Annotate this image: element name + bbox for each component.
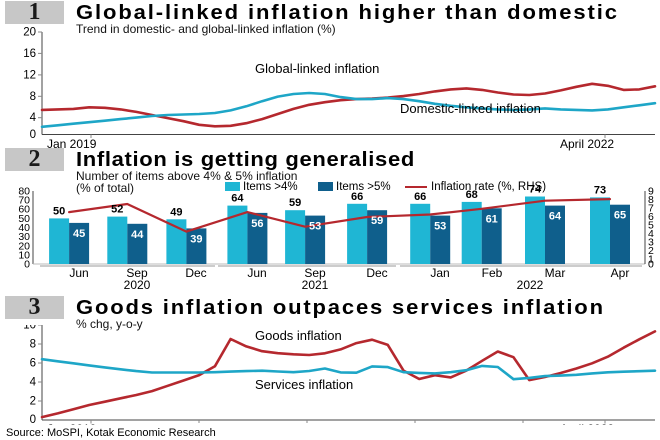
svg-text:59: 59: [289, 197, 301, 209]
svg-text:4: 4: [30, 377, 37, 389]
svg-text:Feb: Feb: [482, 266, 503, 280]
svg-text:6: 6: [30, 358, 36, 370]
svg-text:Domestic-linked inflation: Domestic-linked inflation: [400, 101, 541, 116]
svg-text:12: 12: [23, 69, 36, 81]
svg-text:4: 4: [30, 112, 37, 124]
svg-text:8: 8: [30, 339, 36, 351]
svg-text:44: 44: [131, 229, 144, 241]
svg-text:Inflation rate (%, RHS): Inflation rate (%, RHS): [431, 181, 546, 193]
svg-text:2020: 2020: [124, 278, 151, 289]
svg-text:66: 66: [414, 191, 426, 203]
svg-text:49: 49: [170, 206, 182, 218]
svg-text:39: 39: [190, 233, 202, 245]
svg-text:45: 45: [73, 228, 85, 240]
svg-text:April 2022: April 2022: [560, 422, 614, 425]
svg-text:10: 10: [23, 325, 36, 332]
svg-text:2021: 2021: [302, 278, 329, 289]
svg-text:16: 16: [23, 48, 36, 60]
svg-text:56: 56: [251, 218, 263, 230]
svg-text:0: 0: [30, 414, 36, 425]
svg-text:Mar: Mar: [545, 266, 566, 280]
svg-text:8: 8: [30, 91, 36, 103]
svg-text:Global-linked inflation: Global-linked inflation: [255, 61, 379, 76]
svg-text:73: 73: [594, 184, 606, 196]
svg-text:65: 65: [614, 210, 626, 222]
svg-text:0: 0: [30, 129, 36, 141]
svg-text:Items >4%: Items >4%: [243, 181, 298, 193]
svg-text:61: 61: [486, 213, 498, 225]
svg-text:50: 50: [53, 205, 65, 217]
svg-text:0: 0: [648, 259, 654, 271]
svg-text:2022: 2022: [517, 278, 544, 289]
svg-text:Jan 2019: Jan 2019: [47, 422, 97, 425]
svg-text:Apr: Apr: [611, 266, 630, 280]
svg-text:0: 0: [24, 259, 30, 271]
svg-text:April 2022: April 2022: [560, 137, 614, 151]
svg-text:Dec: Dec: [185, 266, 206, 280]
svg-text:59: 59: [371, 215, 383, 227]
svg-text:53: 53: [309, 221, 321, 233]
svg-text:Services inflation: Services inflation: [255, 377, 353, 392]
svg-text:Dec: Dec: [366, 266, 387, 280]
svg-text:2: 2: [30, 396, 36, 408]
svg-text:64: 64: [231, 193, 244, 205]
svg-text:52: 52: [111, 204, 123, 216]
svg-text:Items >5%: Items >5%: [336, 181, 391, 193]
svg-text:Jun: Jun: [69, 266, 88, 280]
svg-text:20: 20: [23, 27, 36, 39]
svg-text:Jun: Jun: [247, 266, 266, 280]
svg-text:Goods inflation: Goods inflation: [255, 328, 342, 343]
svg-text:64: 64: [549, 211, 562, 223]
svg-text:Jan: Jan: [430, 266, 449, 280]
svg-text:53: 53: [434, 221, 446, 233]
